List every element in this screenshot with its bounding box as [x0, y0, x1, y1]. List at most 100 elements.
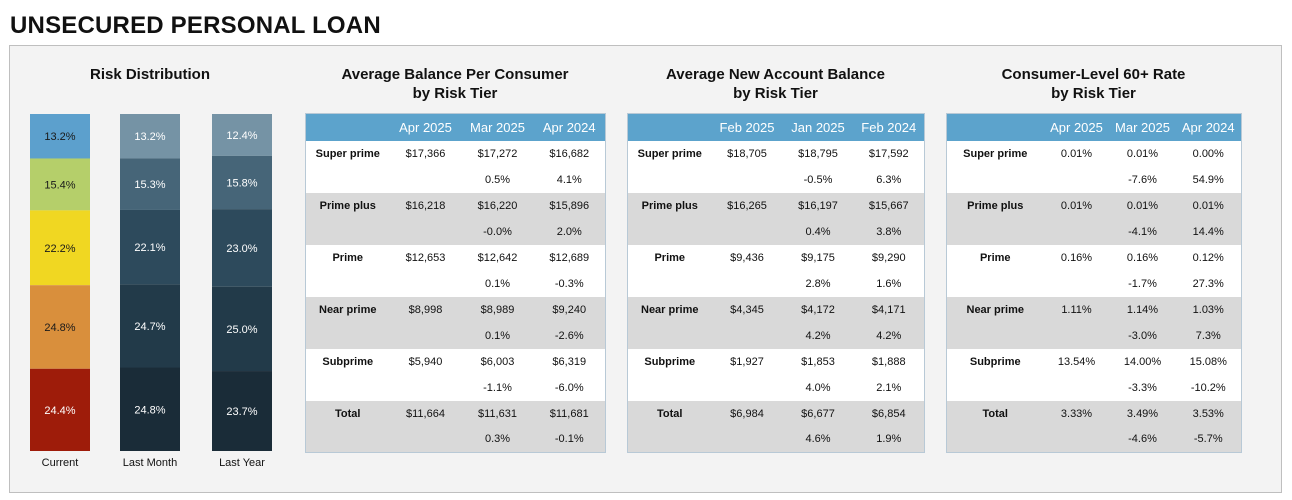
empty-cell	[627, 374, 712, 401]
table-row-change-subprime: -1.1% -6.0%	[305, 374, 606, 401]
category-label-last-month: Last Month	[123, 457, 177, 469]
empty-cell	[627, 270, 712, 297]
change-cell	[389, 426, 462, 453]
value-cell: 0.16%	[1043, 244, 1110, 271]
value-cell: 1.14%	[1109, 296, 1176, 323]
empty-cell	[305, 270, 390, 297]
value-cell: $17,366	[389, 140, 462, 167]
change-cell: 27.3%	[1175, 270, 1242, 297]
table-row-change-total: -4.6% -5.7%	[946, 426, 1242, 453]
table-row-change-subprime: 4.0% 2.1%	[627, 374, 925, 401]
column-header: Apr 2024	[533, 113, 606, 141]
table-row-near-prime: Near prime $8,998 $8,989 $9,240	[305, 296, 606, 323]
change-cell: 1.9%	[853, 426, 925, 453]
bar-segment-last-month-2	[120, 209, 180, 285]
change-cell: -0.0%	[461, 218, 534, 245]
table-row-prime-plus: Prime plus $16,265 $16,197 $15,667	[627, 192, 925, 219]
bar-label-last-month-3: 24.7%	[134, 321, 165, 333]
change-cell: 0.5%	[461, 166, 534, 193]
value-cell: $1,927	[711, 348, 783, 375]
row-label: Super prime	[946, 140, 1044, 167]
bar-segment-current-4	[30, 368, 90, 451]
change-cell: 4.0%	[782, 374, 854, 401]
value-cell: $8,998	[389, 296, 462, 323]
bar-segment-last-month-3	[120, 284, 180, 368]
change-cell: 2.0%	[533, 218, 606, 245]
page-title: UNSECURED PERSONAL LOAN	[10, 12, 381, 39]
row-label: Total	[305, 400, 390, 427]
change-cell: 54.9%	[1175, 166, 1242, 193]
row-label: Near prime	[627, 296, 712, 323]
change-cell: 4.6%	[782, 426, 854, 453]
row-label: Prime	[627, 244, 712, 271]
avg-balance-title-line2: by Risk Tier	[412, 85, 498, 102]
value-cell: $16,265	[711, 192, 783, 219]
column-header: Feb 2024	[853, 113, 925, 141]
empty-cell	[305, 426, 390, 453]
column-header: Apr 2024	[1175, 113, 1242, 141]
empty-cell	[946, 166, 1044, 193]
bar-label-current-1: 15.4%	[44, 179, 75, 191]
table-header-row: Apr 2025 Mar 2025 Apr 2024	[946, 113, 1242, 141]
value-cell: $6,677	[782, 400, 854, 427]
change-cell	[1043, 322, 1110, 349]
bar-label-current-2: 22.2%	[44, 243, 75, 255]
bar-segment-last-year-3	[212, 286, 272, 372]
value-cell: $12,689	[533, 244, 606, 271]
category-label-last-year: Last Year	[219, 457, 265, 469]
value-cell: $12,642	[461, 244, 534, 271]
bar-label-last-month-1: 15.3%	[134, 179, 165, 191]
row-label: Super prime	[627, 140, 712, 167]
row-label: Prime	[946, 244, 1044, 271]
table-row-total: Total $6,984 $6,677 $6,854	[627, 400, 925, 427]
sixty-plus-rate-title-line2: by Risk Tier	[1051, 85, 1136, 102]
value-cell: 0.00%	[1175, 140, 1242, 167]
value-cell: $1,853	[782, 348, 854, 375]
value-cell: 0.01%	[1175, 192, 1242, 219]
empty-cell	[305, 374, 390, 401]
table-row-prime-plus: Prime plus $16,218 $16,220 $15,896	[305, 192, 606, 219]
change-cell	[389, 218, 462, 245]
change-cell	[389, 270, 462, 297]
value-cell: 0.01%	[1043, 140, 1110, 167]
change-cell: 14.4%	[1175, 218, 1242, 245]
new-account-balance-title-line2: by Risk Tier	[733, 85, 818, 102]
sixty-plus-rate-title-line1: Consumer-Level 60+ Rate	[1001, 66, 1186, 83]
row-label: Subprime	[627, 348, 712, 375]
risk-distribution-title: Risk Distribution	[89, 66, 210, 83]
value-cell: 0.01%	[1109, 192, 1176, 219]
change-cell: -3.0%	[1109, 322, 1176, 349]
empty-cell	[627, 322, 712, 349]
table-row-prime: Prime $12,653 $12,642 $12,689	[305, 244, 606, 271]
bar-segment-current-2	[30, 210, 90, 286]
change-cell: -3.3%	[1109, 374, 1176, 401]
row-label: Prime plus	[305, 192, 390, 219]
change-cell: 1.6%	[853, 270, 925, 297]
column-header: Mar 2025	[1109, 113, 1176, 141]
bar-segment-last-year-4	[212, 371, 272, 451]
table-row-change-prime-plus: -0.0% 2.0%	[305, 218, 606, 245]
table-row-prime: Prime $9,436 $9,175 $9,290	[627, 244, 925, 271]
column-header: Mar 2025	[461, 113, 534, 141]
row-label: Subprime	[946, 348, 1044, 375]
table-row-change-prime-plus: 0.4% 3.8%	[627, 218, 925, 245]
change-cell: -0.1%	[533, 426, 606, 453]
table-row-total: Total 3.33% 3.49% 3.53%	[946, 400, 1242, 427]
new-account-balance-table: Feb 2025 Jan 2025 Feb 2024 Super prime $18,7…	[627, 113, 925, 453]
change-cell: -10.2%	[1175, 374, 1242, 401]
table-row-super-prime: Super prime $18,705 $18,795 $17,592	[627, 140, 925, 167]
change-cell: -1.1%	[461, 374, 534, 401]
value-cell: 1.03%	[1175, 296, 1242, 323]
value-cell: $15,667	[853, 192, 925, 219]
sixty-plus-rate-table: Apr 2025 Mar 2025 Apr 2024 Super prime 0.01%…	[946, 113, 1242, 453]
bar-label-last-month-4: 24.8%	[134, 404, 165, 416]
change-cell	[711, 270, 783, 297]
bar-label-last-year-2: 23.0%	[226, 243, 257, 255]
value-cell: $6,003	[461, 348, 534, 375]
change-cell: 7.3%	[1175, 322, 1242, 349]
value-cell: 3.53%	[1175, 400, 1242, 427]
change-cell: -1.7%	[1109, 270, 1176, 297]
change-cell: 4.1%	[533, 166, 606, 193]
table-row-change-near-prime: 4.2% 4.2%	[627, 322, 925, 349]
table-row-near-prime: Near prime 1.11% 1.14% 1.03%	[946, 296, 1242, 323]
